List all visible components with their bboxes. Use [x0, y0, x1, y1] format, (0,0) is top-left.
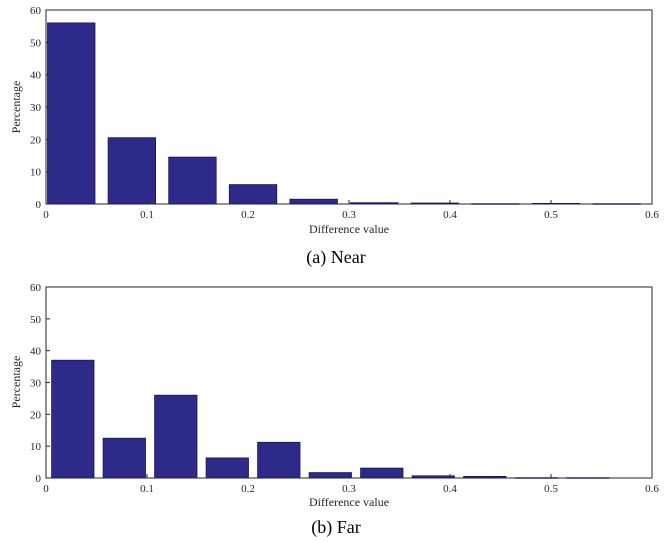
x-tick-label: 0.4 — [443, 483, 457, 495]
y-tick-label: 30 — [30, 378, 42, 390]
y-axis-ticks: 0 10 20 30 40 50 60 — [30, 282, 50, 485]
y-tick-label: 30 — [30, 102, 42, 114]
y-tick-label: 50 — [30, 37, 42, 49]
y-tick-label: 60 — [30, 282, 42, 294]
bar — [168, 156, 217, 205]
x-tick-label: 0.5 — [544, 483, 558, 495]
y-tick-label: 60 — [30, 5, 42, 17]
bar — [228, 184, 278, 205]
x-tick-label: 0.2 — [241, 209, 255, 221]
chart-caption: (a) Near — [306, 247, 365, 268]
x-tick-label: 0.5 — [544, 209, 558, 221]
x-tick-label: 0.6 — [645, 209, 659, 221]
bar-series — [47, 22, 641, 205]
x-tick-label: 0.4 — [443, 209, 457, 221]
y-tick-label: 10 — [30, 441, 42, 453]
bar — [308, 472, 352, 479]
bar — [47, 22, 96, 205]
bar — [205, 457, 249, 479]
bar — [257, 441, 301, 479]
x-tick-label: 0.3 — [342, 483, 356, 495]
chart-panel-near: 0 0.1 0.2 0.3 0.4 0.5 0.6 0 10 20 30 40 50 60 Differ… — [9, 5, 659, 268]
y-axis-label: Percentage — [9, 356, 23, 409]
bar — [566, 477, 610, 479]
y-axis-label: Percentage — [9, 81, 23, 134]
bar — [410, 202, 460, 205]
x-tick-label: 0.2 — [241, 483, 255, 495]
bar — [350, 202, 399, 205]
x-axis-label: Difference value — [309, 495, 389, 509]
x-tick-label: 0.1 — [140, 209, 154, 221]
chart-caption: (b) Far — [311, 517, 360, 538]
bar — [592, 203, 641, 205]
y-tick-label: 20 — [30, 409, 42, 421]
bar-series — [51, 359, 610, 479]
bar — [360, 467, 404, 479]
x-tick-label: 0.1 — [140, 483, 154, 495]
bar — [411, 475, 455, 479]
y-tick-label: 10 — [30, 167, 42, 179]
x-axis-label: Difference value — [309, 222, 389, 236]
y-tick-label: 20 — [30, 134, 42, 146]
bar — [102, 437, 146, 479]
x-tick-label: 0.3 — [342, 209, 356, 221]
x-axis-ticks: 0 0.1 0.2 0.3 0.4 0.5 0.6 — [43, 200, 659, 221]
bar — [154, 394, 198, 479]
x-tick-label: 0.6 — [645, 483, 659, 495]
x-tick-label: 0 — [43, 209, 49, 221]
bar — [289, 198, 338, 205]
x-axis-ticks: 0 0.1 0.2 0.3 0.4 0.5 0.6 — [43, 474, 659, 495]
bar — [514, 477, 558, 479]
x-tick-label: 0 — [43, 483, 49, 495]
y-tick-label: 50 — [30, 314, 42, 326]
y-tick-label: 0 — [36, 473, 42, 485]
bar — [463, 475, 507, 479]
bar — [107, 137, 156, 205]
bar — [531, 202, 581, 205]
y-tick-label: 40 — [30, 70, 42, 82]
y-tick-label: 40 — [30, 346, 42, 358]
bar — [471, 203, 520, 205]
chart-panel-far: 0 0.1 0.2 0.3 0.4 0.5 0.6 0 10 20 30 40 50 60 Differ… — [9, 282, 659, 538]
bar — [51, 359, 95, 479]
y-tick-label: 0 — [36, 199, 42, 211]
y-axis-ticks: 0 10 20 30 40 50 60 — [30, 5, 50, 211]
